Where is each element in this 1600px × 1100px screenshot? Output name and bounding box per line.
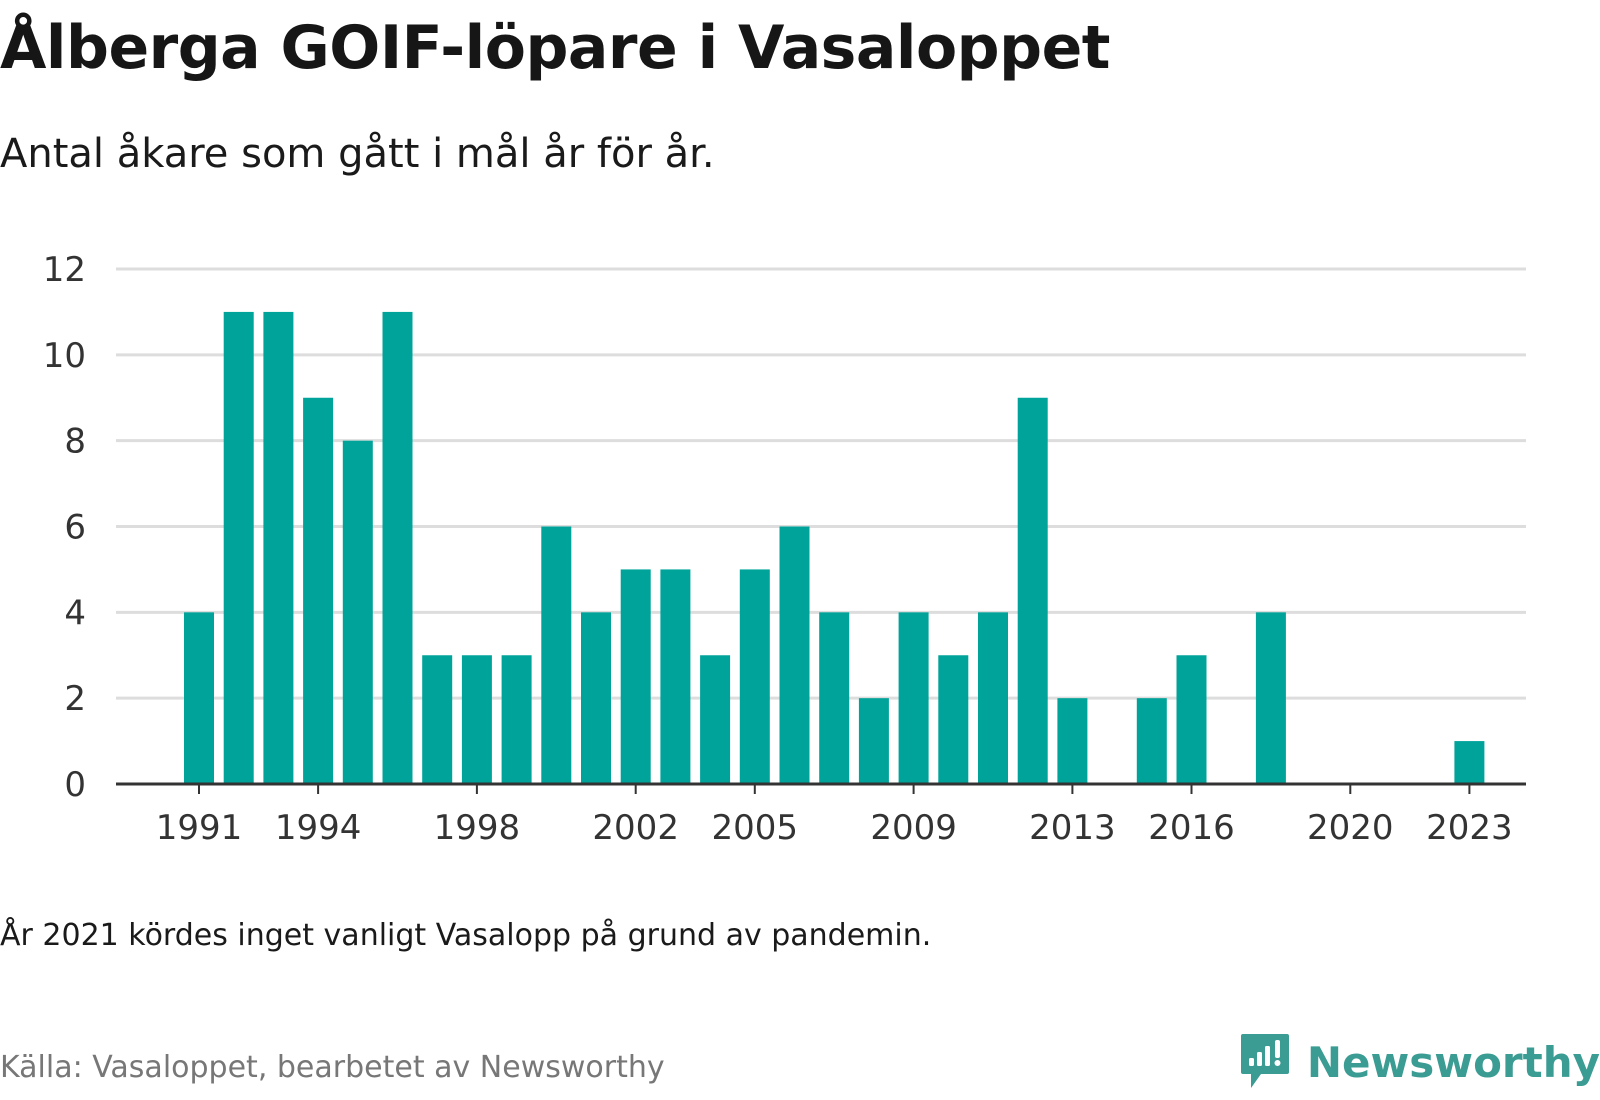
x-tick-label: 1994 [275,808,362,848]
x-tick-label: 1991 [156,808,243,848]
bar-2015 [1136,698,1167,784]
x-tick-label: 2005 [712,808,799,848]
bar-2012 [1017,397,1048,784]
bar-2000 [541,526,572,784]
x-tick-label: 2013 [1029,808,1116,848]
bar-1999 [501,655,532,784]
bar-2018 [1255,612,1286,784]
bar-2002 [620,569,651,784]
bar-2016 [1176,655,1207,784]
bar-1995 [342,440,373,784]
bar-2023 [1454,741,1485,784]
bar-1991 [184,612,214,784]
y-tick-label: 2 [64,679,86,719]
source-credit: Källa: Vasaloppet, bearbetet av Newswort… [0,1050,665,1085]
y-tick-label: 12 [43,250,86,290]
bar-2010 [938,655,969,784]
x-tick-label: 2020 [1307,808,1394,848]
footnote: År 2021 kördes inget vanligt Vasalopp på… [0,918,932,953]
y-tick-label: 6 [64,508,86,548]
chart-subtitle: Antal åkare som gått i mål år för år. [0,131,715,177]
bar-2011 [978,612,1008,784]
brand-logo: Newsworthy [1239,1030,1600,1094]
bars [184,311,1485,784]
bar-1992 [223,311,254,784]
brand-name: Newsworthy [1306,1037,1600,1087]
x-tick-label: 2016 [1148,808,1235,848]
bar-2001 [581,612,611,784]
bar-2013 [1057,698,1088,784]
chart-title: Ålberga GOIF-löpare i Vasaloppet [0,13,1110,83]
bar-2006 [779,526,810,784]
y-tick-label: 4 [64,593,86,633]
bar-1997 [422,655,453,784]
newsworthy-logo-icon [1240,1034,1289,1088]
bar-2007 [819,612,850,784]
bar-1998 [461,655,492,784]
bar-2004 [700,655,731,784]
y-tick-label: 0 [64,765,86,805]
y-tick-label: 10 [43,336,86,376]
x-tick-label: 1998 [434,808,521,848]
bar-1993 [263,311,294,784]
x-tick-label: 2009 [870,808,957,848]
x-tick-label: 2023 [1426,808,1513,848]
y-tick-label: 8 [64,422,86,462]
bar-2005 [739,569,770,784]
bar-1994 [303,397,334,784]
axes: 0 2 4 6 8 10 12 1991 1994 1998 2002 2005 2009 2013 201… [43,250,1526,848]
bar-2003 [660,569,691,784]
bar-2009 [898,612,929,784]
bar-2008 [858,698,889,784]
x-tick-label: 2002 [592,808,679,848]
bar-1996 [382,311,413,784]
